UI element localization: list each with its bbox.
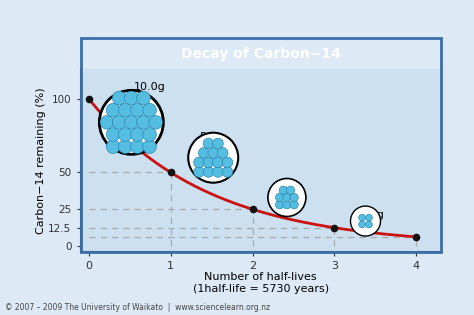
Point — [85, 96, 92, 101]
Y-axis label: Carbon−14 remaining (%): Carbon−14 remaining (%) — [36, 87, 46, 234]
Text: 1.25g: 1.25g — [352, 210, 384, 220]
Text: 10.0g: 10.0g — [134, 82, 165, 92]
Text: 5.0g: 5.0g — [199, 132, 224, 142]
Point — [330, 225, 338, 230]
Point — [167, 170, 174, 175]
Text: 2.50g: 2.50g — [273, 185, 305, 195]
Point — [412, 234, 420, 239]
X-axis label: Number of half-lives
(1half-life = 5730 years): Number of half-lives (1half-life = 5730 … — [192, 272, 329, 294]
Text: Decay of Carbon−14: Decay of Carbon−14 — [181, 47, 341, 60]
Text: © 2007 – 2009 The University of Waikato  |  www.sciencelearn.org.nz: © 2007 – 2009 The University of Waikato … — [5, 303, 270, 312]
Point — [249, 207, 256, 212]
